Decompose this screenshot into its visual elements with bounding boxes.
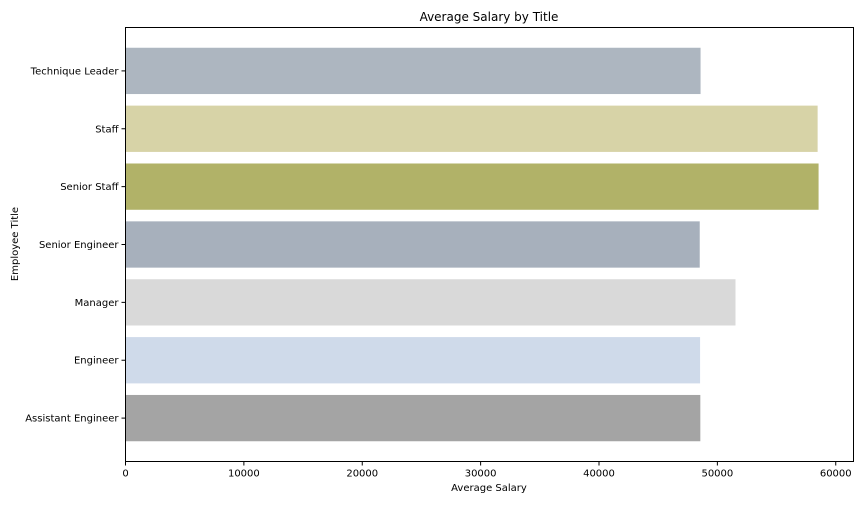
x-tick-label-20000: 20000 xyxy=(346,469,378,480)
chart-title: Average Salary by Title xyxy=(420,10,559,24)
x-tick-label-40000: 40000 xyxy=(583,469,615,480)
y-tick-label-senior-staff: Senior Staff xyxy=(60,182,119,193)
x-tick-label-30000: 30000 xyxy=(465,469,497,480)
x-axis-ticks: 0 10000 20000 30000 40000 50000 60000 xyxy=(122,461,852,480)
x-tick-label-50000: 50000 xyxy=(701,469,733,480)
y-tick-label-staff: Staff xyxy=(95,124,119,135)
x-tick-label-10000: 10000 xyxy=(228,469,260,480)
y-axis-title: Employee Title xyxy=(10,207,21,281)
bars-group xyxy=(125,47,819,442)
x-tick-label-0: 0 xyxy=(122,469,128,480)
y-tick-label-manager: Manager xyxy=(75,298,120,309)
x-axis-title: Average Salary xyxy=(451,483,527,494)
y-tick-label-engineer: Engineer xyxy=(74,356,119,367)
y-tick-label-assistant-engineer: Assistant Engineer xyxy=(25,414,119,425)
y-axis-ticks: Assistant Engineer Engineer Manager Senior … xyxy=(25,66,126,425)
x-tick-label-60000: 60000 xyxy=(820,469,852,480)
bar-assistant-engineer xyxy=(125,394,701,442)
bar-technique-leader xyxy=(125,47,701,95)
plot-frame xyxy=(125,27,854,462)
y-tick-label-senior-engineer: Senior Engineer xyxy=(39,240,119,251)
bar-senior-staff xyxy=(125,163,819,210)
bar-staff xyxy=(125,105,818,152)
bar-manager xyxy=(125,279,736,326)
bar-senior-engineer xyxy=(125,221,700,268)
y-tick-label-technique-leader: Technique Leader xyxy=(30,66,120,77)
bar-engineer xyxy=(125,337,701,384)
